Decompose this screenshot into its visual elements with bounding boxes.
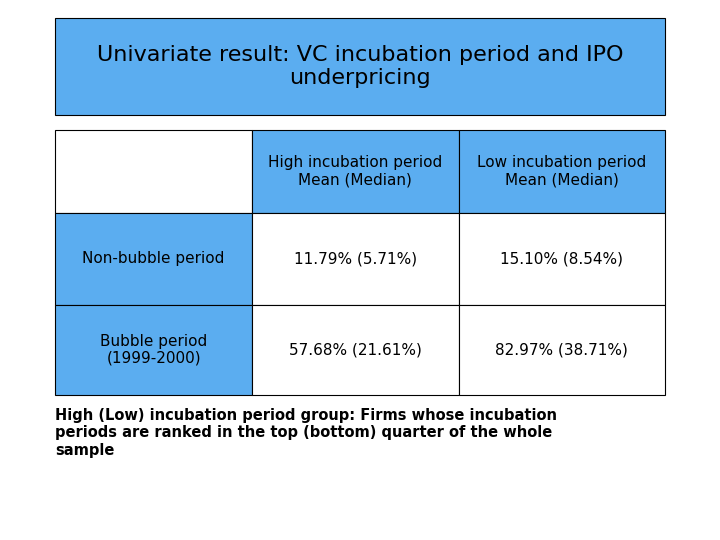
Bar: [55, 305, 252, 395]
Text: 57.68% (21.61%): 57.68% (21.61%): [289, 342, 422, 357]
Bar: [459, 305, 665, 395]
Bar: [55, 213, 252, 305]
Text: Univariate result: VC incubation period and IPO
underpricing: Univariate result: VC incubation period …: [96, 45, 624, 88]
Text: High incubation period
Mean (Median): High incubation period Mean (Median): [269, 156, 443, 188]
Text: High (Low) incubation period group: Firms whose incubation
periods are ranked in: High (Low) incubation period group: Firm…: [55, 408, 557, 458]
Bar: [252, 305, 459, 395]
Bar: [55, 130, 252, 213]
Text: Bubble period
(1999-2000): Bubble period (1999-2000): [100, 334, 207, 366]
Text: 11.79% (5.71%): 11.79% (5.71%): [294, 251, 417, 266]
Bar: [252, 130, 459, 213]
Bar: [252, 213, 459, 305]
Text: Low incubation period
Mean (Median): Low incubation period Mean (Median): [477, 156, 647, 188]
Bar: [459, 130, 665, 213]
Text: 15.10% (8.54%): 15.10% (8.54%): [500, 251, 624, 266]
Text: Non-bubble period: Non-bubble period: [82, 251, 225, 266]
Text: 82.97% (38.71%): 82.97% (38.71%): [495, 342, 629, 357]
Bar: [459, 213, 665, 305]
Bar: [55, 18, 665, 115]
